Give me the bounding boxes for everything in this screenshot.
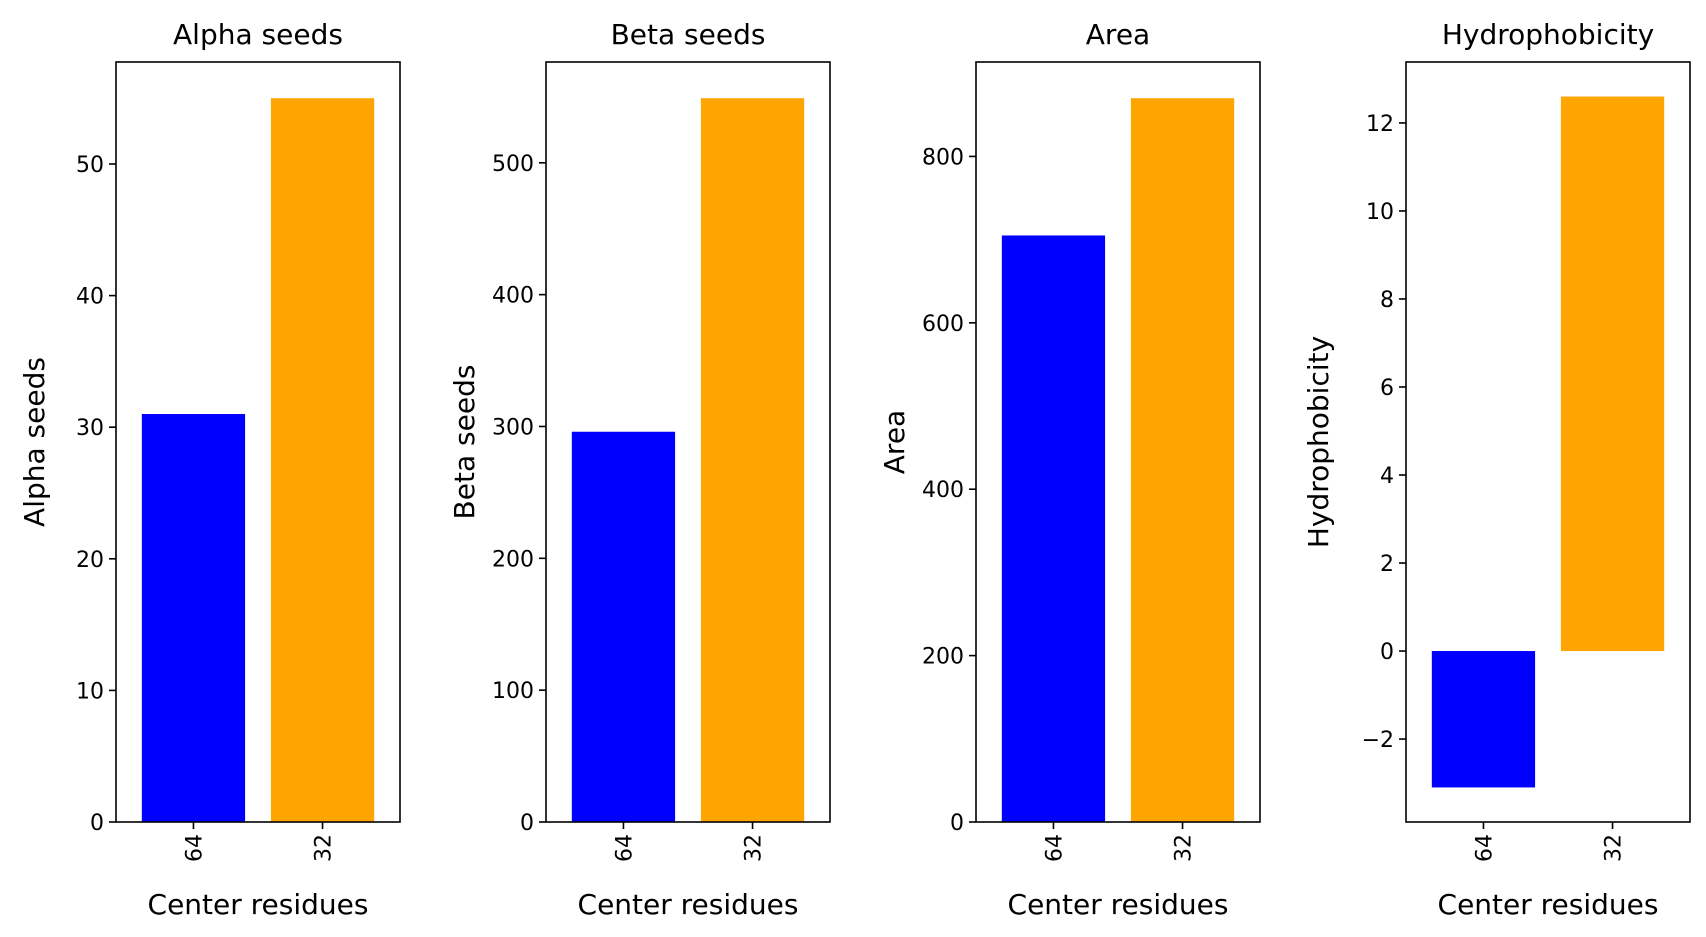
y-tick-label: 2 — [1380, 552, 1394, 577]
y-axis-label: Alpha seeds — [18, 357, 51, 527]
x-tick-label: 64 — [612, 834, 637, 862]
y-tick-label: 800 — [922, 145, 964, 170]
y-tick-label: 50 — [76, 153, 104, 178]
chart-panel-3: 0 200 400 600 800 64 32 Area Center residues Area — [878, 18, 1261, 921]
x-tick-label: 32 — [742, 834, 767, 862]
bar-64 — [1001, 235, 1106, 822]
chart-title: Beta seeds — [611, 18, 766, 51]
bar-32 — [1560, 96, 1665, 652]
y-tick-label: 12 — [1366, 112, 1394, 137]
bar-32 — [270, 98, 375, 822]
x-tick-label: 32 — [1602, 834, 1627, 862]
y-axis-label: Hydrophobicity — [1302, 336, 1335, 548]
axes-frame — [975, 61, 1261, 823]
y-tick-label: 200 — [922, 645, 964, 670]
y-tick-label: 8 — [1380, 288, 1394, 313]
y-axis-label: Beta seeds — [448, 365, 481, 520]
y-tick-label: −2 — [1362, 728, 1394, 753]
y-tick-label: 30 — [76, 416, 104, 441]
y-tick-label: 10 — [76, 679, 104, 704]
x-axis-label: Center residues — [1008, 888, 1229, 921]
y-tick-label: 600 — [922, 312, 964, 337]
y-tick-label: 4 — [1380, 464, 1394, 489]
x-axis-label: Center residues — [148, 888, 369, 921]
chart-title: Hydrophobicity — [1442, 18, 1654, 51]
axes-frame — [1405, 61, 1691, 823]
x-axis-label: Center residues — [1438, 888, 1659, 921]
y-tick-label: 40 — [76, 285, 104, 310]
x-tick-label: 32 — [1172, 834, 1197, 862]
x-tick-label: 64 — [1472, 834, 1497, 862]
x-tick-label: 64 — [1042, 834, 1067, 862]
y-axis-label: Area — [878, 410, 911, 474]
y-tick-label: 300 — [492, 415, 534, 440]
x-tick-label: 32 — [312, 834, 337, 862]
y-tick-label: 0 — [1380, 640, 1394, 665]
axes-frame — [545, 61, 831, 823]
chart-title: Area — [1086, 18, 1150, 51]
chart-panel-2: 0 100 200 300 400 500 64 32 Beta seeds Center res… — [448, 18, 831, 921]
chart-panel-4: −2 0 2 4 6 8 10 12 64 32 Hydrophobicity Center resi… — [1302, 18, 1691, 921]
y-tick-label: 400 — [492, 284, 534, 309]
y-tick-label: 10 — [1366, 200, 1394, 225]
y-tick-label: 20 — [76, 548, 104, 573]
bar-64 — [141, 414, 246, 822]
bar-64 — [571, 431, 676, 822]
bar-32 — [1130, 98, 1235, 822]
axes-frame — [115, 61, 401, 823]
x-tick-label: 64 — [182, 834, 207, 862]
x-axis-label: Center residues — [578, 888, 799, 921]
y-tick-label: 0 — [90, 811, 104, 836]
y-tick-label: 400 — [922, 478, 964, 503]
y-tick-label: 0 — [520, 811, 534, 836]
bar-32 — [700, 98, 805, 822]
y-tick-label: 500 — [492, 152, 534, 177]
y-tick-label: 200 — [492, 547, 534, 572]
y-tick-label: 0 — [950, 811, 964, 836]
chart-panel-1: 0 10 20 30 40 50 64 32 Alpha seeds Center residue… — [18, 18, 401, 921]
y-tick-label: 100 — [492, 679, 534, 704]
y-tick-label: 6 — [1380, 376, 1394, 401]
chart-title: Alpha seeds — [173, 18, 343, 51]
bar-64 — [1431, 651, 1536, 788]
